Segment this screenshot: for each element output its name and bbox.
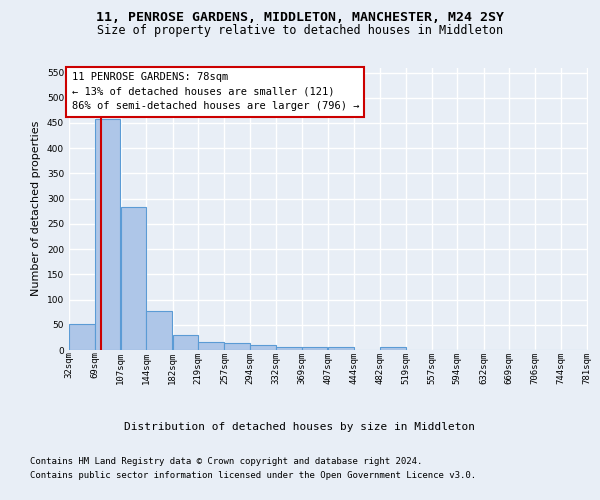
Bar bbox=[328, 347, 354, 350]
Bar bbox=[146, 310, 172, 350]
Bar bbox=[69, 324, 95, 350]
Text: Size of property relative to detached houses in Middleton: Size of property relative to detached ho… bbox=[97, 24, 503, 37]
Text: Distribution of detached houses by size in Middleton: Distribution of detached houses by size … bbox=[125, 422, 476, 432]
Bar bbox=[121, 206, 146, 350]
Text: Contains HM Land Registry data © Crown copyright and database right 2024.: Contains HM Land Registry data © Crown c… bbox=[30, 458, 422, 466]
Bar bbox=[198, 342, 224, 350]
Bar bbox=[224, 344, 250, 350]
Bar bbox=[95, 120, 120, 350]
Text: Contains public sector information licensed under the Open Government Licence v3: Contains public sector information licen… bbox=[30, 471, 476, 480]
Y-axis label: Number of detached properties: Number of detached properties bbox=[31, 121, 41, 296]
Text: 11, PENROSE GARDENS, MIDDLETON, MANCHESTER, M24 2SY: 11, PENROSE GARDENS, MIDDLETON, MANCHEST… bbox=[96, 11, 504, 24]
Bar bbox=[380, 348, 406, 350]
Bar bbox=[277, 348, 302, 350]
Text: 11 PENROSE GARDENS: 78sqm
← 13% of detached houses are smaller (121)
86% of semi: 11 PENROSE GARDENS: 78sqm ← 13% of detac… bbox=[71, 72, 359, 112]
Bar bbox=[173, 335, 198, 350]
Bar bbox=[250, 345, 275, 350]
Bar bbox=[302, 348, 328, 350]
